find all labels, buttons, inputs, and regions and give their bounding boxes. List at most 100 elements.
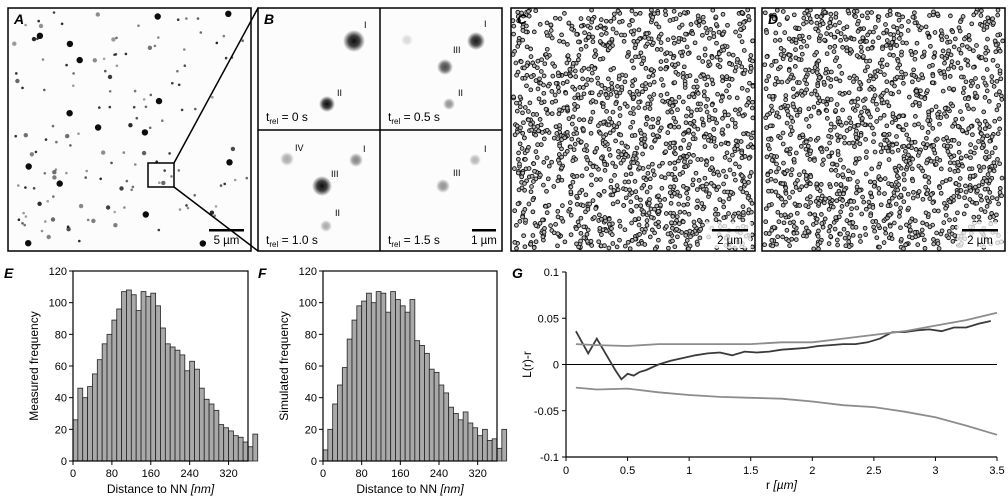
point (828, 121, 834, 127)
point (937, 185, 943, 190)
point (553, 80, 559, 86)
point (901, 199, 907, 205)
point (567, 73, 573, 79)
point (632, 179, 638, 184)
point (824, 146, 830, 152)
spot (91, 218, 96, 224)
point (957, 176, 963, 181)
point (544, 55, 550, 60)
point (595, 75, 600, 81)
point (676, 124, 682, 130)
bar (121, 291, 127, 462)
point (738, 139, 744, 144)
point (958, 74, 964, 80)
point (593, 164, 599, 170)
panel-b-image: B trel = 0 s trel = 0.5 s trel = 1.0 s t… (257, 7, 503, 252)
point (660, 82, 666, 88)
spot (183, 64, 187, 67)
point (733, 29, 738, 35)
point (881, 90, 886, 96)
point (584, 143, 589, 148)
bar (482, 428, 488, 462)
point (732, 124, 738, 130)
point (640, 89, 645, 95)
point (646, 210, 652, 216)
bar (237, 436, 244, 462)
point (564, 79, 570, 85)
point (619, 152, 624, 157)
point (576, 53, 582, 58)
point (795, 178, 800, 183)
point (744, 102, 750, 108)
point (812, 88, 818, 94)
point (539, 57, 544, 63)
point (590, 39, 596, 45)
point (835, 29, 840, 34)
point (907, 161, 913, 166)
point (640, 151, 645, 157)
point (514, 123, 520, 129)
point (676, 35, 682, 41)
point (961, 211, 967, 217)
point (528, 46, 534, 52)
point (519, 174, 525, 180)
point (980, 179, 986, 184)
point (960, 90, 966, 96)
point (583, 192, 589, 198)
point (562, 239, 568, 245)
spot (34, 150, 38, 154)
point (617, 223, 623, 229)
point (650, 168, 656, 174)
point (603, 92, 609, 98)
point (631, 160, 636, 166)
bar (242, 441, 249, 462)
point (574, 226, 579, 232)
bar (160, 327, 166, 462)
point (549, 159, 554, 165)
spot (128, 123, 133, 128)
point (927, 224, 933, 230)
point (912, 20, 918, 26)
point (883, 22, 888, 27)
point (744, 190, 750, 196)
bar (203, 398, 210, 462)
point (671, 40, 677, 46)
spot (115, 64, 119, 68)
spot-label: IV (295, 143, 304, 153)
point (596, 239, 602, 245)
point (930, 200, 936, 205)
point (993, 42, 999, 48)
point (869, 45, 875, 51)
panel-b-spots (280, 30, 485, 232)
bar (179, 354, 186, 462)
point (555, 70, 561, 76)
spot (135, 116, 139, 120)
point (611, 11, 617, 17)
point (894, 25, 900, 31)
bar (174, 349, 181, 462)
point (616, 121, 622, 126)
point (919, 125, 925, 130)
point (672, 145, 678, 151)
point (553, 15, 558, 21)
point (556, 89, 562, 94)
x-tick-label: 160 (142, 468, 160, 480)
point (881, 100, 887, 106)
molecule-spot (312, 176, 332, 196)
point (779, 79, 785, 85)
point (531, 29, 537, 35)
point (961, 85, 967, 91)
point (541, 182, 546, 188)
point (991, 20, 996, 26)
point (617, 106, 623, 111)
bar (370, 302, 377, 462)
point (514, 108, 520, 114)
point (951, 44, 957, 50)
point (580, 76, 585, 82)
point (677, 155, 683, 161)
point (615, 199, 621, 205)
point (518, 59, 524, 65)
point (884, 38, 890, 43)
point (511, 31, 516, 37)
point (867, 58, 873, 64)
